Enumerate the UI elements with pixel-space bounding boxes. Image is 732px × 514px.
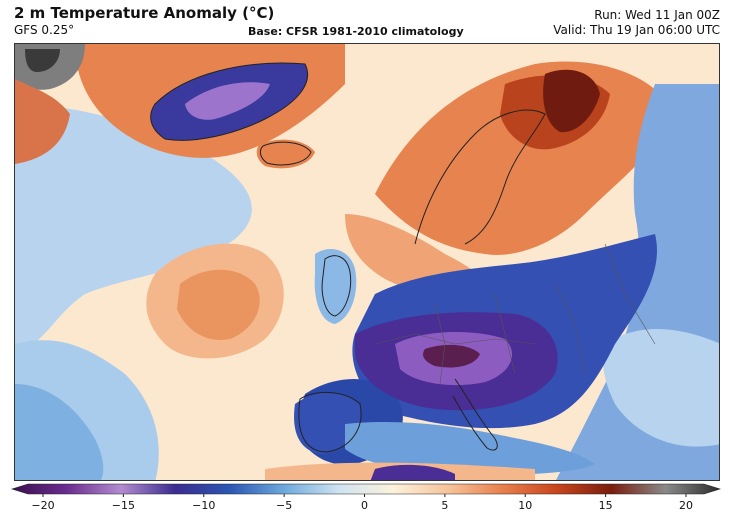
anomaly-map <box>14 43 720 481</box>
italy-coastline <box>452 378 498 451</box>
northwest-warm-region <box>15 79 70 164</box>
iberia-coastline <box>298 391 362 453</box>
alps-dark-core <box>423 344 480 368</box>
colorbar-tick-label: 10 <box>518 499 532 512</box>
colorbar: −20 −15 −10 −5 0 5 10 15 20 <box>10 483 722 512</box>
run-time-label: Run: Wed 11 Jan 00Z <box>594 8 720 22</box>
atlantic-warm-core <box>177 269 260 340</box>
southwest-mid-blue <box>15 384 104 480</box>
anomaly-map-canvas <box>15 44 719 480</box>
arctic-dark-core <box>25 49 60 72</box>
greenland-coastline <box>150 62 309 141</box>
model-label: GFS 0.25° <box>14 23 75 37</box>
colorbar-tick-label: −20 <box>31 499 54 512</box>
valid-time-label: Valid: Thu 19 Jan 06:00 UTC <box>553 23 720 37</box>
mediterranean-cool-region <box>345 422 595 475</box>
iberia-cold-region <box>294 392 361 454</box>
country-borders <box>374 243 656 385</box>
british-isles-coastline <box>321 255 352 317</box>
africa-purple-patch <box>370 464 455 480</box>
colorbar-gradient <box>10 483 722 495</box>
climatology-base-label: Base: CFSR 1981-2010 climatology <box>248 25 464 38</box>
west-atlantic-cool-region <box>15 104 252 354</box>
east-europe-light-blue <box>603 329 719 447</box>
colorbar-tick-label: −5 <box>276 499 292 512</box>
scandinavia-coastline <box>414 109 546 245</box>
coastlines <box>150 62 546 453</box>
colorbar-tick-label: −10 <box>192 499 215 512</box>
colorbar-tick-label: −15 <box>112 499 135 512</box>
colorbar-ticks: −20 −15 −10 −5 0 5 10 15 20 <box>31 494 693 512</box>
colorbar-tick-label: 0 <box>361 499 368 512</box>
iceland-coastline <box>259 141 312 166</box>
colorbar-tick-label: 20 <box>679 499 693 512</box>
northeast-hot-core <box>543 69 600 133</box>
colorbar-tick-label: 5 <box>441 499 448 512</box>
map-title: 2 m Temperature Anomaly (°C) <box>14 4 275 22</box>
greenland-violet-core <box>185 82 270 120</box>
colorbar-tick-label: 15 <box>599 499 613 512</box>
